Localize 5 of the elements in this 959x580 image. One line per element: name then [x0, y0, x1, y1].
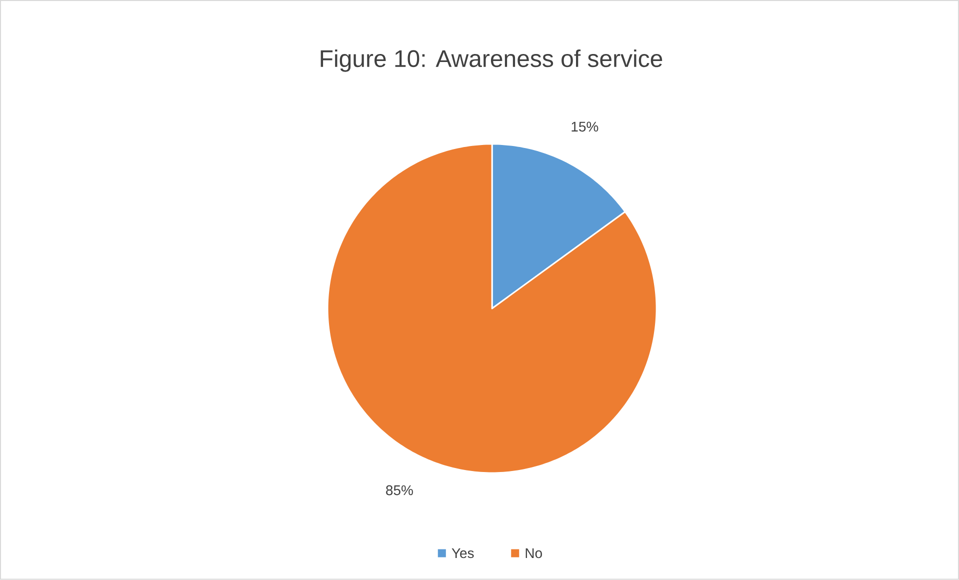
legend-label: Yes	[452, 548, 474, 558]
data-label: 15%	[572, 122, 598, 132]
legend-label: No	[526, 548, 542, 558]
data-label: 85%	[386, 485, 413, 496]
chart-title: Figure 10: Awareness of service	[320, 50, 662, 72]
